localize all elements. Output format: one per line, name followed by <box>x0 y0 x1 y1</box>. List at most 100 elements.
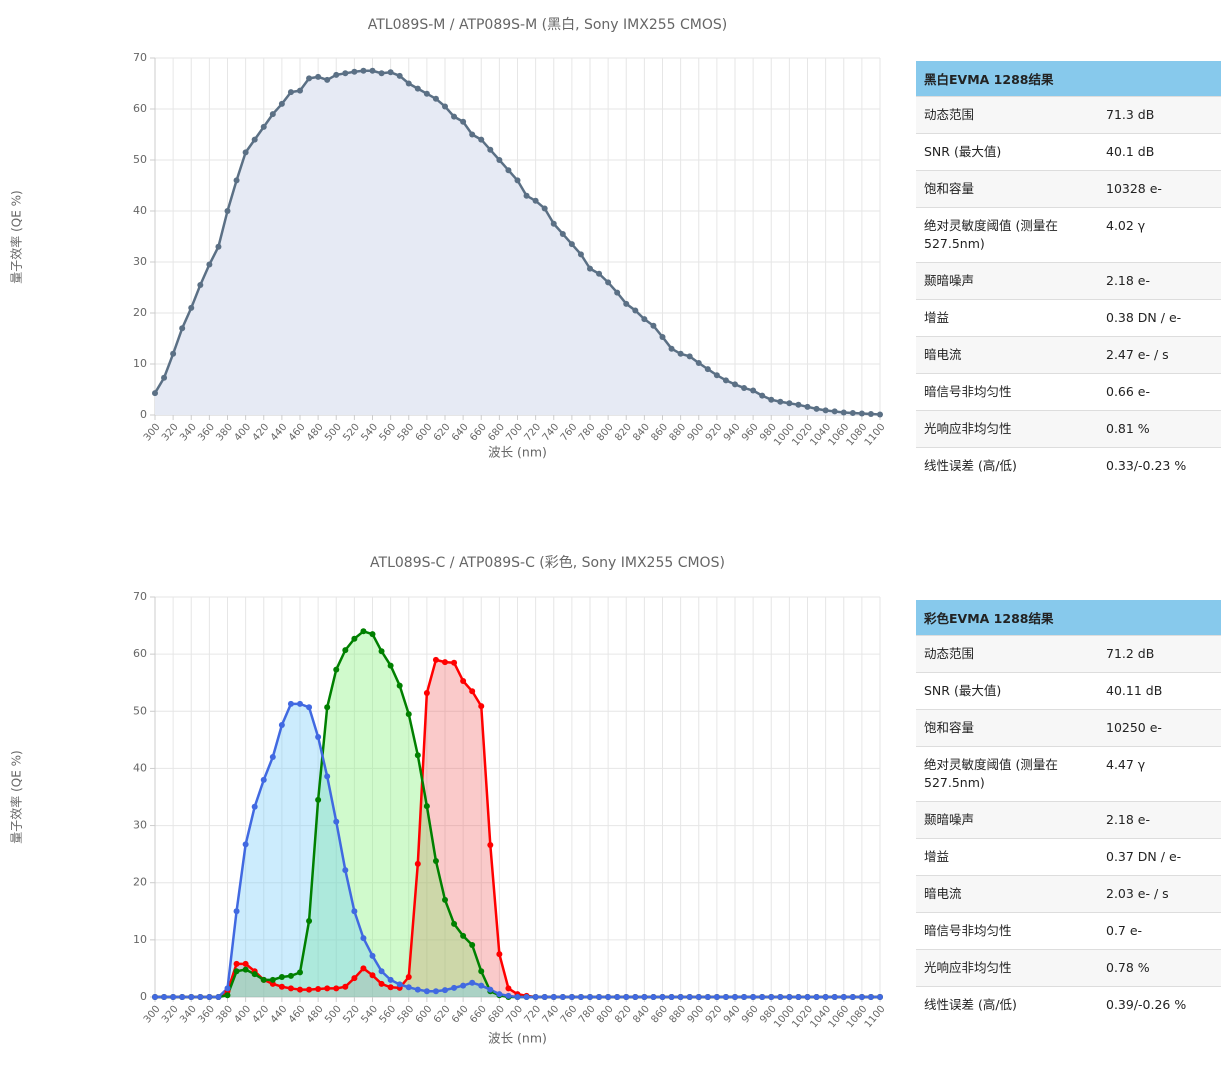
x-tick-label: 920 <box>704 1004 725 1026</box>
table-row: SNR (最大值) 40.1 dB <box>916 132 1221 170</box>
point <box>378 980 385 987</box>
point <box>297 969 303 976</box>
x-tick-label: 620 <box>432 1004 453 1026</box>
row-label: 线性误差 (高/低) <box>916 985 1098 1023</box>
point <box>414 752 421 759</box>
x-tick-label: 440 <box>269 422 290 444</box>
point <box>188 994 195 1000</box>
point <box>360 965 367 972</box>
point <box>596 994 603 1000</box>
x-tick-label: 500 <box>323 422 344 444</box>
point <box>777 398 784 405</box>
point <box>487 146 494 153</box>
table-row: 增益 0.37 DN / e- <box>916 837 1221 875</box>
x-tick-label: 300 <box>142 1004 163 1026</box>
point <box>414 85 421 92</box>
point <box>432 988 439 995</box>
y-tick-label: 40 <box>133 204 147 217</box>
point <box>269 754 276 760</box>
row-value: 4.02 γ <box>1098 206 1221 262</box>
point <box>451 659 458 666</box>
y-tick-label: 30 <box>133 255 147 268</box>
point <box>414 860 421 867</box>
point <box>759 392 766 399</box>
point <box>351 635 358 642</box>
x-tick-label: 460 <box>287 1004 308 1026</box>
x-tick-label: 660 <box>468 422 489 444</box>
x-tick-label: 1100 <box>863 422 888 449</box>
chart-title: ATL089S-C / ATP089S-C (彩色, Sony IMX255 C… <box>370 554 725 571</box>
row-label: 暗电流 <box>916 335 1098 373</box>
point <box>242 149 249 156</box>
table-row: 动态范围 71.2 dB <box>916 634 1221 672</box>
point <box>306 986 313 993</box>
point <box>786 994 793 1000</box>
point <box>315 73 322 80</box>
point <box>650 322 657 329</box>
point <box>877 994 883 1000</box>
point <box>432 656 439 663</box>
point <box>179 325 186 332</box>
point <box>351 68 358 75</box>
table-row: 颞暗噪声 2.18 e- <box>916 261 1221 299</box>
x-tick-label: 920 <box>704 422 725 444</box>
point <box>442 659 448 666</box>
table-row: 暗电流 2.03 e- / s <box>916 874 1221 912</box>
row-value: 4.47 γ <box>1098 745 1221 801</box>
point <box>505 167 512 174</box>
point <box>514 177 521 184</box>
point <box>451 113 458 120</box>
point <box>152 994 158 1000</box>
point <box>206 261 213 268</box>
row-value: 0.7 e- <box>1098 911 1221 949</box>
point <box>722 377 729 384</box>
point <box>369 952 376 959</box>
point <box>505 992 512 999</box>
point <box>768 994 775 1000</box>
y-tick-label: 0 <box>140 990 147 1003</box>
point <box>831 408 838 415</box>
x-tick-label: 480 <box>305 1004 326 1026</box>
point <box>695 359 702 366</box>
x-tick-label: 800 <box>595 1004 616 1026</box>
point <box>559 230 566 237</box>
point <box>496 991 503 998</box>
row-label: 颞暗噪声 <box>916 261 1098 299</box>
point <box>405 711 412 718</box>
point <box>487 986 494 993</box>
point <box>460 932 467 939</box>
point <box>287 972 294 979</box>
point <box>505 985 512 992</box>
point <box>686 994 693 1000</box>
table-title: 黑白EVMA 1288结果 <box>916 61 1221 96</box>
point <box>478 136 485 143</box>
point <box>278 974 285 980</box>
point <box>577 994 584 1000</box>
point <box>378 70 385 77</box>
x-tick-label: 340 <box>178 422 199 444</box>
row-label: 饱和容量 <box>916 708 1098 746</box>
point <box>813 405 820 412</box>
y-tick-label: 60 <box>133 102 147 115</box>
y-tick-label: 50 <box>133 704 147 717</box>
x-tick-label: 900 <box>686 1004 707 1026</box>
row-value: 10328 e- <box>1098 169 1221 207</box>
x-tick-label: 580 <box>396 1004 417 1026</box>
row-label: 暗信号非均匀性 <box>916 911 1098 949</box>
point <box>704 366 711 373</box>
point <box>369 972 376 979</box>
point <box>360 935 367 942</box>
point <box>260 776 267 783</box>
row-label: 增益 <box>916 298 1098 336</box>
point <box>858 410 865 417</box>
x-tick-label: 360 <box>196 1004 217 1026</box>
point <box>287 700 294 707</box>
point <box>333 71 340 78</box>
row-value: 2.18 e- <box>1098 800 1221 838</box>
point <box>387 976 394 983</box>
x-tick-label: 700 <box>504 1004 525 1026</box>
point <box>822 407 829 414</box>
x-tick-label: 580 <box>396 422 417 444</box>
